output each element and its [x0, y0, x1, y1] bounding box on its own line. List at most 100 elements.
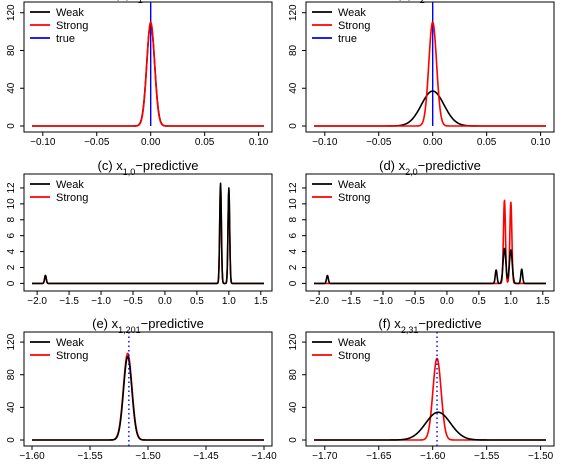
- y-tick-label: 12: [6, 182, 17, 194]
- x-tick-label: −1.55: [474, 451, 500, 462]
- series-weak-line: [313, 411, 547, 441]
- y-tick-label: 80: [6, 44, 17, 56]
- series-weak-line: [313, 247, 547, 285]
- chart-panel-3: (c) x1,0−predictive −2.0 −1.5 −1.0 −0.5 0.0 0.…: [6, 158, 273, 307]
- x-tick-label: −0.5: [123, 296, 143, 307]
- y-tick-label: 0: [6, 123, 17, 129]
- title-subscript: 1,0: [123, 167, 136, 177]
- plot-box: [23, 1, 273, 133]
- series-weak-line: [313, 90, 547, 127]
- legend-label: Strong: [338, 350, 370, 362]
- legend-label: Weak: [56, 179, 84, 191]
- legend-label: Strong: [338, 192, 370, 204]
- y-tick-label: 0: [6, 280, 17, 286]
- y-tick-label: 120: [6, 4, 17, 21]
- plot-box: [23, 173, 273, 292]
- y-tick-label: 0: [288, 280, 299, 286]
- y-tick-label: 10: [6, 198, 17, 210]
- x-tick-label: 0.0: [158, 296, 172, 307]
- legend-label: Weak: [338, 7, 366, 19]
- legend-label: Strong: [56, 20, 88, 32]
- y-tick-label: 40: [288, 401, 299, 413]
- legend-label: Strong: [56, 192, 88, 204]
- chart-panel-5: (e) x1,201−predictive −1.60 −1.55 −1.50 −1.4…: [6, 316, 277, 462]
- title-tail: −predictive: [141, 316, 204, 331]
- x-tick-label: −1.5: [59, 296, 79, 307]
- x-tick-label: 0.0: [440, 296, 454, 307]
- y-tick-label: 0: [288, 437, 299, 443]
- x-tick-label: 0.5: [190, 296, 204, 307]
- x-tick-label: 1.5: [536, 296, 550, 307]
- x-tick-label: −1.55: [77, 451, 103, 462]
- panel-title: (e) x1,201−predictive: [92, 316, 204, 335]
- x-tick-label: −0.05: [84, 137, 110, 148]
- legend-label: Strong: [338, 20, 370, 32]
- chart-panel-2: (b) f2−noise −0.10 −0.05 0.00 0.05 0.10 0 40 80 1…: [288, 0, 555, 148]
- y-tick-label: 120: [288, 4, 299, 21]
- y-tick-label: 12: [288, 182, 299, 194]
- y-tick-label: 8: [288, 217, 299, 223]
- x-tick-label: 0.10: [531, 137, 551, 148]
- title-tail: −predictive: [135, 158, 198, 173]
- title-tail: −predictive: [418, 158, 481, 173]
- panel-title: (a) f1−noise: [115, 0, 182, 5]
- legend-label: Weak: [56, 337, 84, 349]
- y-tick-label: 2: [288, 264, 299, 270]
- legend-label: Weak: [338, 337, 366, 349]
- x-tick-label: −2.0: [27, 296, 47, 307]
- title-tail: −predictive: [418, 316, 481, 331]
- y-tick-label: 40: [6, 401, 17, 413]
- plot-box: [305, 331, 555, 447]
- legend-label: Strong: [56, 350, 88, 362]
- x-tick-label: 0.5: [472, 296, 486, 307]
- series-weak-line: [31, 182, 265, 285]
- x-tick-label: 0.05: [195, 137, 215, 148]
- x-tick-label: −1.50: [135, 451, 161, 462]
- y-tick-label: 8: [6, 217, 17, 223]
- series-strong-line: [313, 357, 547, 441]
- title-main: (d) x: [379, 158, 406, 173]
- y-tick-label: 120: [288, 333, 299, 350]
- title-tail: −noise: [143, 0, 182, 1]
- y-tick-label: 6: [6, 232, 17, 238]
- x-tick-label: 0.00: [141, 137, 161, 148]
- title-subscript: 1,201: [118, 325, 141, 335]
- y-tick-label: 6: [288, 232, 299, 238]
- x-tick-label: −0.5: [405, 296, 425, 307]
- y-tick-label: 40: [288, 82, 299, 94]
- title-subscript: 1: [138, 0, 143, 5]
- y-tick-label: 0: [6, 437, 17, 443]
- series-strong-line: [31, 21, 265, 127]
- x-tick-label: −1.40: [251, 451, 277, 462]
- y-tick-label: 40: [6, 82, 17, 94]
- y-tick-label: 80: [288, 369, 299, 381]
- x-tick-label: −1.65: [366, 451, 392, 462]
- x-tick-label: −1.5: [341, 296, 361, 307]
- x-tick-label: −1.70: [312, 451, 338, 462]
- x-tick-label: 1.0: [504, 296, 518, 307]
- y-tick-label: 4: [288, 248, 299, 254]
- title-main: (f) x: [378, 316, 401, 331]
- chart-panel-4: (d) x2,0−predictive −2.0 −1.5 −1.0 −0.5 0.0 0.…: [288, 158, 555, 307]
- panel-title: (f) x2,31−predictive: [378, 316, 481, 335]
- title-main: (e) x: [92, 316, 119, 331]
- plot-box: [305, 173, 555, 292]
- panel-title: (b) f2−noise: [397, 0, 464, 5]
- title-main: (c) x: [97, 158, 123, 173]
- y-tick-label: 80: [6, 369, 17, 381]
- x-tick-label: −2.0: [309, 296, 329, 307]
- x-tick-label: −0.10: [30, 137, 56, 148]
- x-tick-label: −0.10: [312, 137, 338, 148]
- series-weak-line: [31, 355, 265, 441]
- x-tick-label: −0.05: [366, 137, 392, 148]
- panel-title: (c) x1,0−predictive: [97, 158, 198, 177]
- legend-label: Weak: [56, 7, 84, 19]
- x-tick-label: −1.60: [19, 451, 45, 462]
- series-strong-line: [313, 21, 547, 127]
- legend-label: true: [56, 33, 75, 45]
- y-tick-label: 0: [288, 123, 299, 129]
- x-tick-label: −1.50: [528, 451, 554, 462]
- chart-panel-6: (f) x2,31−predictive −1.70 −1.65 −1.60 −1.55…: [288, 316, 555, 462]
- x-tick-label: −1.45: [193, 451, 219, 462]
